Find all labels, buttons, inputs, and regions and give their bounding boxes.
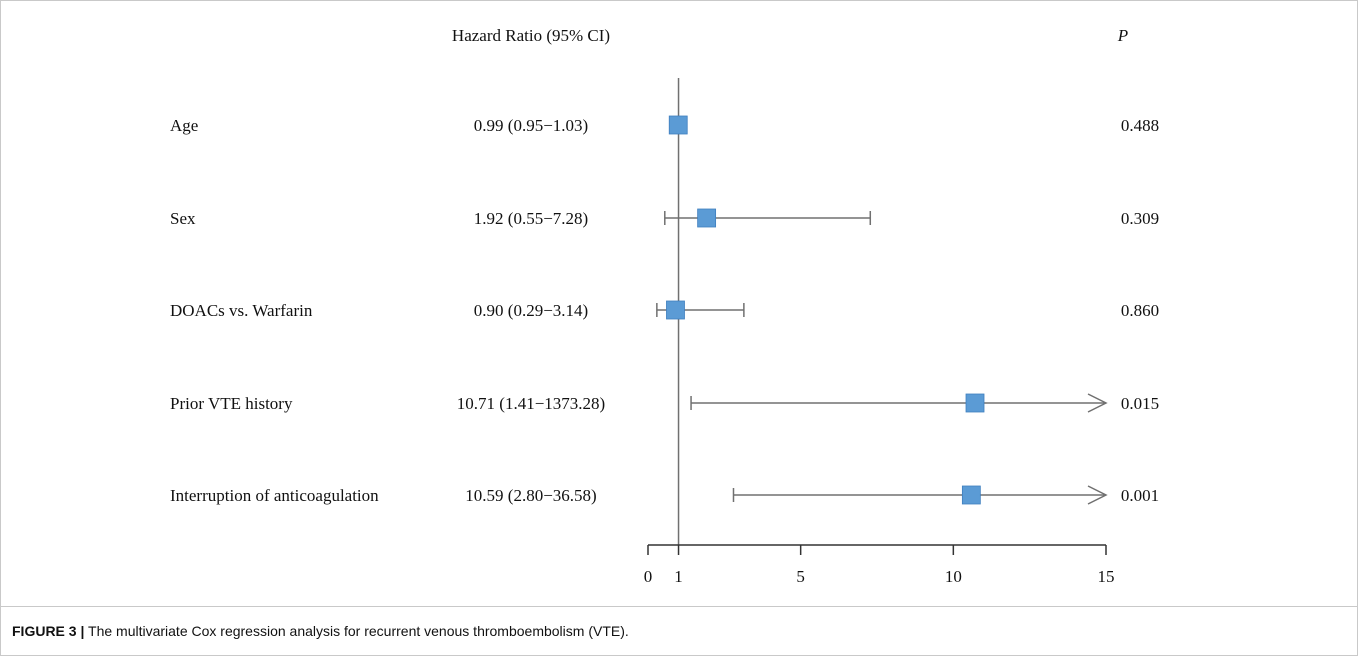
row-p-value: 0.001: [1121, 486, 1159, 505]
forest-row: DOACs vs. Warfarin 0.90 (0.29−3.14) 0.860: [170, 300, 1159, 320]
hazard-ratio-marker: [961, 485, 981, 505]
hazard-ratio-marker: [666, 300, 685, 320]
row-p-value: 0.488: [1121, 116, 1159, 135]
plot-area: Age 0.99 (0.95−1.03) 0.488 Sex 1.92 (0.55−7.…: [170, 78, 1159, 586]
row-label: Prior VTE history: [170, 394, 293, 413]
p-column-header: P: [1117, 26, 1128, 45]
row-estimate-text: 0.99 (0.95−1.03): [474, 116, 588, 135]
row-estimate-text: 0.90 (0.29−3.14): [474, 301, 588, 320]
row-p-value: 0.015: [1121, 394, 1159, 413]
row-label: DOACs vs. Warfarin: [170, 301, 313, 320]
figure-caption: FIGURE 3 | The multivariate Cox regressi…: [12, 623, 1342, 639]
forest-plot: Hazard Ratio (95% CI) P Age 0.99 (0.95−1.…: [170, 26, 1159, 586]
x-axis-tick-label: 1: [674, 567, 683, 586]
row-estimate-text: 10.71 (1.41−1373.28): [457, 394, 605, 413]
row-label: Interruption of anticoagulation: [170, 486, 379, 505]
forest-row: Age 0.99 (0.95−1.03) 0.488: [170, 115, 1159, 135]
row-label: Sex: [170, 209, 196, 228]
row-label: Age: [170, 116, 198, 135]
ci-arrow-head: [1087, 393, 1108, 413]
hazard-ratio-marker: [965, 393, 985, 413]
hazard-ratio-marker: [668, 115, 688, 135]
ci-arrow-head: [1087, 485, 1108, 505]
row-estimate-text: 1.92 (0.55−7.28): [474, 209, 588, 228]
estimate-column-header: Hazard Ratio (95% CI): [452, 26, 610, 45]
row-p-value: 0.860: [1121, 301, 1159, 320]
x-axis-tick-label: 10: [945, 567, 962, 586]
x-axis-tick-label: 15: [1098, 567, 1115, 586]
row-p-value: 0.309: [1121, 209, 1159, 228]
caption-label: FIGURE 3 |: [12, 623, 85, 639]
caption-divider: [0, 606, 1358, 607]
caption-text: The multivariate Cox regression analysis…: [88, 623, 629, 639]
hazard-ratio-marker: [697, 208, 717, 228]
row-estimate-text: 10.59 (2.80−36.58): [465, 486, 596, 505]
forest-row: Prior VTE history 10.71 (1.41−1373.28) 0.0…: [170, 393, 1159, 413]
x-axis-tick-label: 5: [796, 567, 805, 586]
x-axis-tick-label: 0: [644, 567, 653, 586]
forest-row: Sex 1.92 (0.55−7.28) 0.309: [170, 208, 1159, 228]
forest-row: Interruption of anticoagulation 10.59 (2.…: [170, 485, 1159, 505]
